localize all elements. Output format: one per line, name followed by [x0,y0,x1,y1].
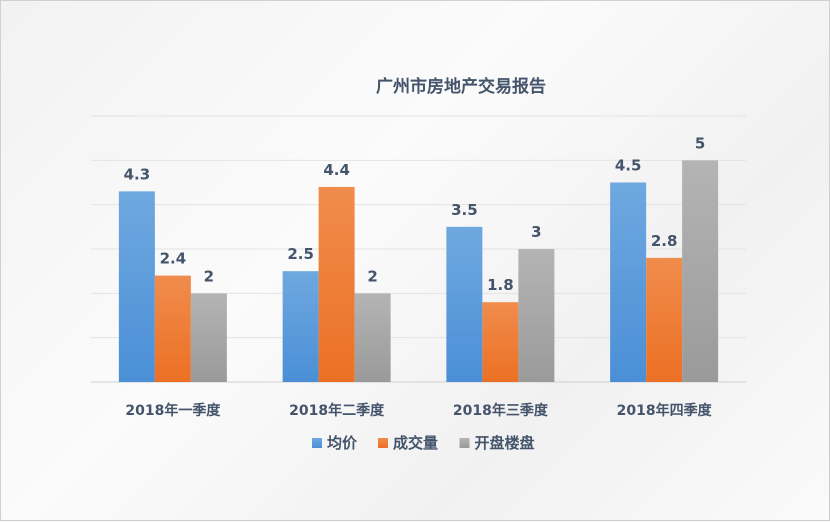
x-tick-label: 2018年二季度 [289,402,385,419]
data-label: 3 [531,223,541,241]
data-label: 2 [204,267,214,285]
bars: 4.3 2.4 2 2.5 4.4 2 3.5 1.8 3 4.5 2.8 5 [118,134,719,382]
legend-swatch [312,438,322,448]
data-label: 2 [367,267,377,285]
x-tick-label: 2018年三季度 [453,402,549,419]
bar [318,186,355,382]
bar [610,182,647,382]
bar [354,293,391,382]
bar [646,257,683,382]
bar [118,191,155,382]
legend-label: 均价 [327,434,358,452]
bar [190,293,227,382]
legend-label: 成交量 [393,434,438,452]
bar [154,275,191,382]
legend-swatch [378,438,388,448]
bar [446,226,483,382]
data-label: 2.5 [287,245,314,263]
data-label: 2.8 [651,232,678,250]
data-label: 4.5 [615,157,642,175]
x-tick-label: 2018年四季度 [617,402,713,419]
x-tick-label: 2018年一季度 [125,402,221,419]
data-label: 4.4 [323,161,350,179]
chart-title: 广州市房地产交易报告 [376,76,546,97]
bar [482,302,519,382]
bar [518,249,555,382]
data-label: 4.3 [124,165,151,183]
data-label: 1.8 [487,276,514,294]
data-label: 2.4 [160,250,187,268]
data-label: 5 [695,134,705,152]
bar [282,271,319,382]
legend-swatch [459,438,470,448]
legend: 均价 成交量 开盘楼盘 [312,434,535,452]
data-label: 3.5 [451,201,478,219]
legend-label: 开盘楼盘 [475,434,535,452]
x-axis-labels: 2018年一季度 2018年二季度 2018年三季度 2018年四季度 [125,402,712,419]
bar [682,160,719,382]
